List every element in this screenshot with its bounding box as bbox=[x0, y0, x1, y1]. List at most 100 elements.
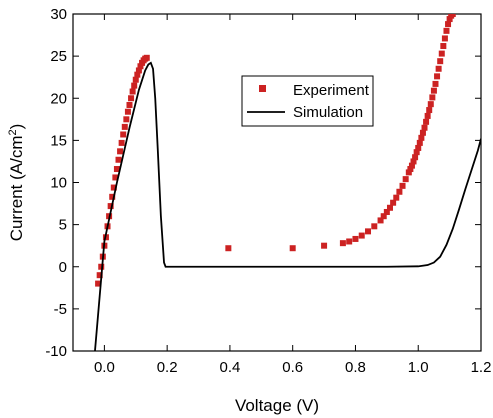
experiment-point bbox=[412, 154, 419, 161]
experiment-point bbox=[289, 245, 296, 252]
y-axis-title-superscript: 2 bbox=[7, 129, 19, 135]
experiment-point bbox=[434, 73, 441, 80]
experiment-point bbox=[352, 235, 359, 242]
experiment-point bbox=[132, 76, 139, 83]
experiment-point bbox=[443, 27, 450, 34]
x-axis-title: Voltage (V) bbox=[235, 396, 319, 415]
experiment-point bbox=[427, 101, 434, 108]
experiment-point bbox=[440, 43, 447, 50]
experiment-point bbox=[405, 169, 412, 176]
experiment-point bbox=[131, 82, 138, 89]
y-tick-label: -5 bbox=[54, 301, 67, 318]
experiment-point bbox=[435, 65, 442, 72]
experiment-point bbox=[421, 124, 428, 131]
experiment-point bbox=[437, 58, 444, 65]
experiment-point bbox=[137, 63, 144, 70]
x-tick-label: 1.0 bbox=[408, 359, 429, 376]
y-tick-label: 30 bbox=[50, 6, 67, 23]
simulation-line bbox=[94, 61, 481, 351]
experiment-point bbox=[129, 88, 136, 95]
experiment-point bbox=[449, 14, 456, 17]
experiment-point bbox=[346, 238, 353, 245]
legend-label-simulation: Simulation bbox=[293, 104, 363, 121]
experiment-point bbox=[321, 242, 328, 249]
experiment-point bbox=[390, 199, 397, 206]
y-tick-label: 15 bbox=[50, 132, 67, 149]
experiment-point bbox=[413, 149, 420, 156]
legend-marker-experiment bbox=[259, 85, 266, 92]
experiment-point bbox=[377, 217, 384, 224]
experiment-point bbox=[418, 134, 425, 141]
experiment-point bbox=[402, 176, 409, 183]
experiment-point bbox=[113, 166, 120, 173]
experiment-point bbox=[120, 131, 127, 138]
experiment-point bbox=[445, 21, 452, 28]
experiment-point bbox=[441, 35, 448, 42]
y-axis-title-close: ) bbox=[7, 124, 26, 130]
experiment-point bbox=[95, 280, 102, 287]
experiment-point bbox=[438, 50, 445, 57]
experiment-point bbox=[135, 67, 142, 74]
y-axis-title: Current (A/cm2) bbox=[7, 124, 26, 242]
experiment-point bbox=[383, 208, 390, 215]
x-tick-label: 0.6 bbox=[282, 359, 303, 376]
y-tick-label: 20 bbox=[50, 90, 67, 107]
experiment-point bbox=[117, 148, 124, 155]
experiment-point bbox=[358, 232, 365, 239]
experiment-point bbox=[121, 123, 128, 130]
experiment-point bbox=[419, 129, 426, 136]
experiment-point bbox=[110, 184, 117, 191]
experiment-point bbox=[365, 228, 372, 235]
series-layer bbox=[94, 14, 481, 351]
experiment-point bbox=[386, 204, 393, 211]
experiment-point bbox=[109, 193, 116, 200]
x-tick-label: 0.0 bbox=[94, 359, 115, 376]
experiment-point bbox=[410, 158, 417, 165]
experiment-point bbox=[143, 54, 150, 61]
experiment-point bbox=[415, 144, 422, 151]
x-tick-label: 1.2 bbox=[471, 359, 492, 376]
experiment-point bbox=[423, 118, 430, 125]
experiment-point bbox=[399, 182, 406, 189]
experiment-point bbox=[124, 108, 131, 115]
experiment-point bbox=[380, 213, 387, 220]
experiment-point bbox=[407, 166, 414, 173]
y-tick-label: 25 bbox=[50, 48, 67, 65]
experiment-point bbox=[429, 94, 436, 101]
experiment-point bbox=[128, 95, 135, 102]
experiment-point bbox=[371, 223, 378, 230]
y-axis-title-main: Current (A/cm bbox=[7, 136, 26, 242]
experiment-point bbox=[225, 245, 232, 252]
experiment-point bbox=[107, 203, 114, 210]
y-tick-label: 5 bbox=[59, 217, 67, 234]
x-tick-label: 0.2 bbox=[157, 359, 178, 376]
legend: Experiment Simulation bbox=[241, 75, 374, 127]
experiment-point bbox=[426, 107, 433, 114]
legend-box bbox=[241, 75, 374, 127]
experiment-point bbox=[339, 240, 346, 247]
experiment-point bbox=[126, 101, 133, 108]
experiment-point bbox=[134, 71, 141, 78]
axis-ticks: 0.0 0.2 0.4 0.6 0.8 1.0 1.2 -10 -5 0 5 10 15 20 25 30 bbox=[45, 6, 491, 376]
experiment-point bbox=[430, 87, 437, 94]
x-tick-label: 0.8 bbox=[345, 359, 366, 376]
experiment-point bbox=[432, 80, 439, 87]
x-tick-label: 0.4 bbox=[219, 359, 240, 376]
y-tick-label: -10 bbox=[45, 343, 67, 360]
experiment-point bbox=[96, 272, 103, 279]
experiment-point bbox=[396, 188, 403, 195]
experiment-point bbox=[416, 139, 423, 146]
experiment-point bbox=[408, 162, 415, 169]
experiment-point bbox=[112, 174, 119, 181]
y-tick-label: 10 bbox=[50, 175, 67, 192]
experiment-point bbox=[98, 263, 105, 270]
y-tick-label: 0 bbox=[59, 259, 67, 276]
plot-area bbox=[72, 13, 482, 352]
plot-frame bbox=[72, 13, 482, 352]
experiment-point bbox=[446, 16, 453, 23]
legend-label-experiment: Experiment bbox=[293, 82, 370, 99]
experiment-point bbox=[115, 156, 122, 163]
experiment-point bbox=[393, 194, 400, 201]
experiment-point bbox=[123, 116, 130, 123]
